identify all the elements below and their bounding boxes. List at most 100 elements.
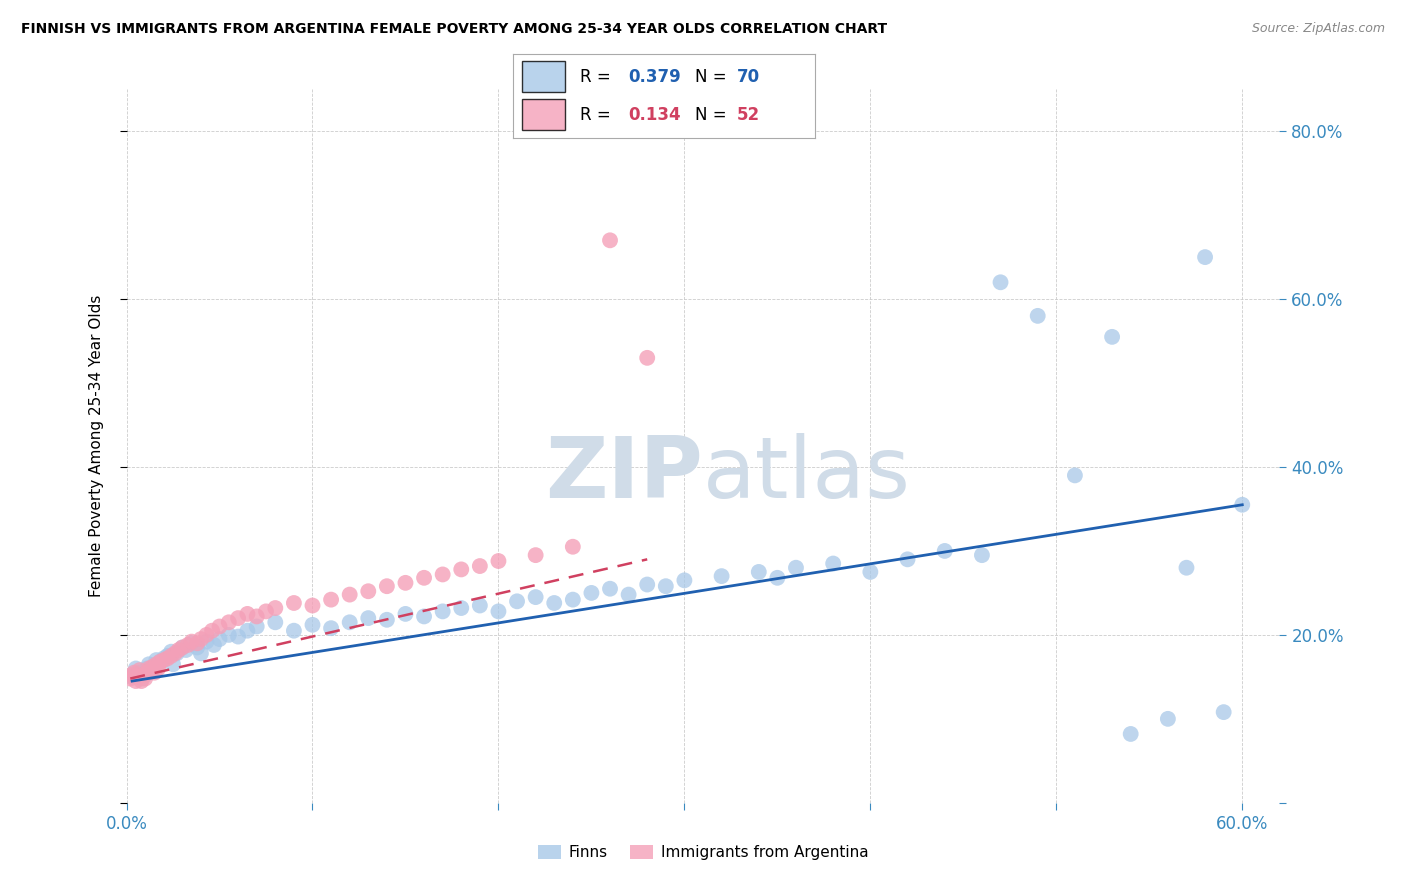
Point <box>673 574 696 588</box>
Text: 0.379: 0.379 <box>628 69 681 87</box>
Point <box>156 651 179 665</box>
Point <box>218 615 240 630</box>
Point <box>138 657 160 672</box>
Point <box>636 351 658 365</box>
Text: N =: N = <box>695 105 731 123</box>
Point <box>195 634 218 648</box>
Point <box>319 592 342 607</box>
Text: ZIP: ZIP <box>546 433 703 516</box>
Point <box>226 630 249 644</box>
Point <box>561 592 583 607</box>
Point <box>125 674 148 689</box>
Point <box>208 632 231 646</box>
Point <box>128 665 150 680</box>
Point <box>202 638 225 652</box>
Point <box>1232 498 1254 512</box>
Point <box>136 665 159 680</box>
Point <box>208 619 231 633</box>
Point <box>748 565 770 579</box>
Point <box>236 624 259 638</box>
Point <box>990 275 1012 289</box>
Point <box>246 619 269 633</box>
Point <box>143 665 166 680</box>
Point <box>339 588 361 602</box>
Point <box>186 640 208 655</box>
Point <box>132 668 155 682</box>
Point <box>1175 560 1198 574</box>
Text: N =: N = <box>695 69 731 87</box>
Point <box>186 636 208 650</box>
Point <box>432 604 454 618</box>
Point <box>450 562 472 576</box>
Point <box>319 621 342 635</box>
Point <box>543 596 565 610</box>
Point <box>122 665 145 680</box>
Point <box>1064 468 1087 483</box>
Point <box>301 617 323 632</box>
Point <box>131 674 153 689</box>
Point <box>145 653 167 667</box>
Point <box>180 634 202 648</box>
Point <box>166 646 188 660</box>
Point <box>1101 330 1123 344</box>
Point <box>1119 727 1142 741</box>
Point <box>1194 250 1216 264</box>
Point <box>152 651 174 665</box>
Point <box>156 648 179 663</box>
Point <box>506 594 529 608</box>
Point <box>339 615 361 630</box>
Text: R =: R = <box>579 105 616 123</box>
Text: R =: R = <box>579 69 616 87</box>
Point <box>152 653 174 667</box>
Point <box>125 661 148 675</box>
Point <box>149 655 172 669</box>
Text: Source: ZipAtlas.com: Source: ZipAtlas.com <box>1251 22 1385 36</box>
Point <box>488 604 510 618</box>
Point <box>138 661 160 675</box>
Point <box>134 668 156 682</box>
Point <box>375 613 398 627</box>
Point <box>160 648 183 663</box>
Point <box>195 628 218 642</box>
Point <box>468 559 491 574</box>
Point <box>254 604 277 618</box>
Text: 52: 52 <box>737 105 761 123</box>
Point <box>264 601 287 615</box>
Point <box>174 643 197 657</box>
Point <box>127 670 149 684</box>
Point <box>934 544 956 558</box>
Point <box>375 579 398 593</box>
Point <box>160 645 183 659</box>
Point <box>599 582 621 596</box>
Point <box>201 624 224 638</box>
Point <box>177 638 200 652</box>
Text: 0.134: 0.134 <box>628 105 681 123</box>
Point <box>146 661 169 675</box>
Point <box>149 655 172 669</box>
Point <box>136 661 159 675</box>
Point <box>785 560 807 574</box>
Text: atlas: atlas <box>703 433 911 516</box>
Point <box>413 609 436 624</box>
Point <box>190 632 212 646</box>
Point <box>581 586 603 600</box>
Point <box>468 599 491 613</box>
Point <box>142 660 165 674</box>
Point <box>413 571 436 585</box>
Point <box>134 672 156 686</box>
Point <box>655 579 678 593</box>
Point <box>246 609 269 624</box>
Point <box>1212 705 1234 719</box>
Point <box>172 640 194 655</box>
Point <box>488 554 510 568</box>
Point <box>121 670 143 684</box>
Text: 70: 70 <box>737 69 761 87</box>
Point <box>1157 712 1180 726</box>
Point <box>180 636 202 650</box>
Point <box>617 588 640 602</box>
Point <box>859 565 882 579</box>
FancyBboxPatch shape <box>522 99 565 130</box>
Point <box>121 668 143 682</box>
Y-axis label: Female Poverty Among 25-34 Year Olds: Female Poverty Among 25-34 Year Olds <box>89 295 104 597</box>
Point <box>710 569 733 583</box>
